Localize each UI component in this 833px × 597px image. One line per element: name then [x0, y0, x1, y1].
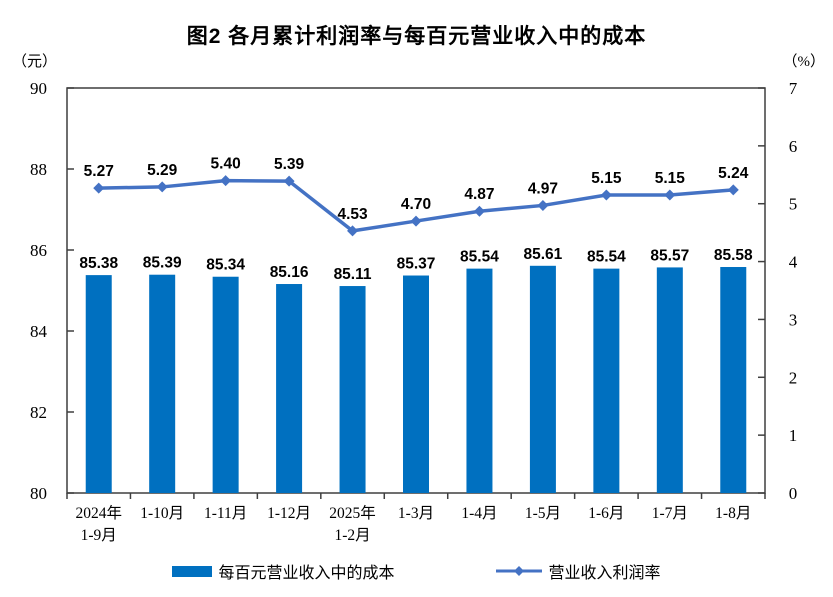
- line-data-label: 5.39: [274, 156, 305, 173]
- line-marker-diamond-icon: [537, 199, 549, 211]
- left-axis-tick-label: 82: [30, 403, 47, 422]
- bar-series-swatch-icon: [172, 565, 213, 577]
- chart-title: 图2 各月累计利润率与每百元营业收入中的成本: [186, 25, 647, 48]
- cost-bar: [276, 284, 303, 493]
- line-marker-diamond-icon: [283, 175, 295, 187]
- line-marker-diamond-icon: [220, 175, 232, 187]
- x-axis-category-label: 1-7月: [652, 505, 688, 522]
- x-axis-category-label: 1-4月: [461, 505, 497, 522]
- cost-bar: [212, 276, 239, 493]
- chart-legend: 每百元营业收入中的成本 营业收入利润率: [0, 559, 833, 583]
- line-data-label: 5.29: [147, 162, 178, 179]
- right-axis-tick-label: 7: [789, 79, 798, 98]
- line-data-label: 5.15: [655, 170, 686, 187]
- legend-item-profit-margin: 营业收入利润率: [495, 559, 661, 583]
- x-axis-category-label: 2024年: [75, 504, 122, 522]
- left-axis-unit-label: （元）: [12, 54, 58, 70]
- cost-bar: [85, 275, 112, 493]
- line-marker-diamond-icon: [473, 205, 485, 217]
- legend-label-cost: 每百元营业收入中的成本: [218, 565, 395, 582]
- x-axis-category-label: 1-3月: [398, 505, 434, 522]
- line-marker-diamond-icon: [727, 184, 739, 196]
- cost-bar: [149, 274, 176, 493]
- line-data-label: 5.15: [591, 170, 622, 187]
- legend-item-cost: 每百元营业收入中的成本: [172, 559, 395, 583]
- bar-data-label: 85.37: [397, 256, 436, 273]
- x-axis-category-label: 1-8月: [715, 505, 751, 522]
- cost-bar: [466, 268, 493, 493]
- line-series-swatch-icon: [495, 566, 542, 576]
- line-data-label: 5.24: [718, 165, 749, 182]
- line-data-label: 4.97: [528, 180, 558, 197]
- cost-bar: [529, 265, 556, 493]
- x-axis-category-label: 1-5月: [525, 505, 561, 522]
- bar-data-label: 85.54: [587, 249, 626, 266]
- cost-bar: [656, 267, 683, 493]
- cost-bar: [593, 268, 620, 493]
- bar-data-label: 85.16: [270, 264, 309, 281]
- line-marker-diamond-icon: [600, 189, 612, 201]
- right-axis-tick-label: 1: [789, 426, 798, 445]
- x-axis-category-label: 1-6月: [588, 505, 624, 522]
- line-marker-diamond-icon: [347, 225, 359, 237]
- bar-data-label: 85.11: [334, 266, 372, 283]
- bar-data-label: 85.61: [524, 246, 563, 263]
- line-data-label: 4.87: [464, 186, 494, 203]
- line-marker-diamond-icon: [93, 182, 105, 194]
- x-axis-category-label: 1-9月: [81, 527, 117, 544]
- line-data-label: 5.40: [211, 156, 241, 173]
- right-axis-tick-label: 3: [789, 310, 798, 329]
- bar-data-label: 85.39: [143, 255, 182, 272]
- x-axis-category-label: 1-11月: [204, 505, 247, 522]
- line-marker-diamond-icon: [410, 215, 422, 227]
- cost-bar: [720, 267, 747, 493]
- line-data-label: 4.70: [401, 196, 431, 213]
- line-data-label: 5.27: [84, 163, 114, 180]
- cost-bar: [339, 286, 366, 493]
- x-axis-category-label: 2025年: [329, 504, 376, 522]
- left-axis-tick-label: 86: [30, 241, 47, 260]
- right-axis-unit-label: （%）: [782, 54, 826, 70]
- right-axis-tick-label: 2: [789, 368, 798, 387]
- bar-data-label: 85.57: [650, 247, 689, 264]
- line-data-label: 4.53: [337, 206, 368, 223]
- cost-bar: [403, 275, 429, 493]
- bar-data-label: 85.58: [714, 247, 753, 264]
- bar-data-label: 85.38: [79, 255, 118, 272]
- right-axis-tick-label: 6: [789, 137, 798, 156]
- left-axis-tick-label: 88: [30, 160, 47, 179]
- x-axis-category-label: 1-2月: [334, 527, 370, 544]
- x-axis-category-label: 1-12月: [267, 505, 311, 522]
- left-axis-tick-label: 90: [30, 79, 47, 98]
- right-axis-tick-label: 0: [789, 484, 798, 503]
- right-axis-tick-label: 5: [789, 195, 798, 214]
- line-marker-diamond-icon: [664, 189, 676, 201]
- right-axis-tick-label: 4: [789, 253, 798, 272]
- bar-data-label: 85.54: [460, 249, 499, 266]
- bar-data-label: 85.34: [206, 257, 245, 274]
- left-axis-tick-label: 84: [30, 322, 48, 341]
- x-axis-category-label: 1-10月: [140, 505, 184, 522]
- left-axis-tick-label: 80: [30, 484, 47, 503]
- line-marker-diamond-icon: [156, 181, 168, 193]
- legend-label-profit-margin: 营业收入利润率: [548, 565, 661, 582]
